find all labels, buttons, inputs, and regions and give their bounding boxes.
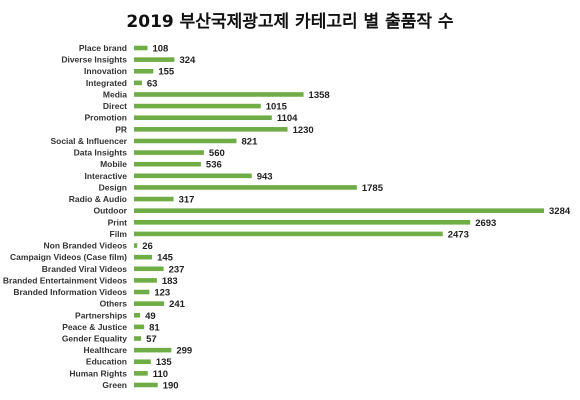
category-label: Data Insights (74, 148, 128, 158)
category-label: Integrated (86, 78, 127, 88)
bar (134, 266, 164, 272)
bar (134, 289, 150, 295)
category-label: Social & Influencer (50, 136, 127, 146)
category-label: Education (86, 357, 127, 367)
bar (134, 161, 201, 167)
value-label: 241 (169, 299, 186, 310)
category-label: Promotion (85, 113, 128, 123)
value-label: 57 (146, 334, 157, 345)
value-label: 2473 (448, 229, 469, 240)
bar (134, 301, 165, 306)
value-label: 1104 (277, 113, 298, 124)
category-label: Film (110, 229, 128, 239)
bar (134, 127, 288, 132)
bar (134, 173, 252, 179)
bar (134, 208, 544, 213)
bar (134, 115, 272, 121)
bar (134, 92, 304, 97)
value-label: 110 (153, 369, 168, 380)
bar (134, 336, 142, 341)
bar (134, 278, 157, 283)
bar (134, 254, 153, 260)
bar (134, 382, 158, 388)
category-label: Branded Entertainment Videos (3, 275, 127, 285)
bar (134, 324, 145, 330)
value-label: 299 (176, 346, 192, 357)
value-label: 943 (257, 171, 273, 182)
value-label: 1015 (266, 102, 288, 113)
category-label: Innovation (84, 66, 127, 76)
value-label: 324 (179, 55, 196, 66)
bar (134, 150, 204, 155)
bar (134, 185, 357, 190)
value-label: 560 (209, 148, 225, 159)
category-label: Others (100, 299, 128, 309)
category-label: Green (102, 380, 127, 390)
category-label: Peace & Justice (62, 322, 127, 332)
bar (134, 243, 138, 248)
bar (134, 312, 141, 318)
value-label: 1358 (309, 90, 330, 101)
value-label: 26 (142, 241, 153, 252)
category-label: Branded Information Videos (13, 287, 127, 297)
value-label: 81 (149, 322, 160, 333)
category-label: Human Rights (69, 368, 127, 378)
bar (134, 68, 154, 74)
category-label: Partnerships (75, 310, 127, 320)
category-label: Design (99, 182, 127, 192)
category-label: Gender Equality (62, 334, 127, 344)
category-label: Outdoor (93, 206, 127, 216)
value-label: 2693 (475, 218, 496, 229)
chart-title: 2019 부산국제광고제 카테고리 별 출품작 수 (126, 12, 454, 32)
bar (134, 231, 443, 237)
bars-layer: Place brand 108 Diverse Insights 324 Innovat… (3, 43, 571, 391)
bar (134, 103, 261, 109)
category-label: Campaign Videos (Case film) (10, 252, 127, 262)
value-label: 155 (158, 67, 175, 78)
category-label: Healthcare (84, 345, 128, 355)
bar (134, 57, 175, 62)
value-label: 536 (206, 160, 222, 171)
bar (134, 196, 174, 202)
value-label: 317 (179, 195, 195, 206)
bar (134, 371, 148, 376)
bar (134, 45, 148, 51)
value-label: 49 (145, 311, 156, 322)
value-label: 1785 (362, 183, 384, 194)
value-label: 237 (169, 264, 185, 275)
category-label: Diverse Insights (61, 55, 127, 65)
value-label: 1230 (293, 125, 314, 136)
value-label: 123 (154, 288, 170, 299)
value-label: 63 (147, 78, 158, 89)
value-label: 183 (162, 276, 178, 287)
category-label: Print (108, 217, 128, 227)
category-label: Branded Viral Videos (42, 264, 127, 274)
bar (134, 220, 471, 225)
value-label: 190 (163, 380, 179, 391)
category-label: PR (115, 124, 127, 134)
category-label: Non Branded Videos (44, 241, 128, 251)
value-label: 135 (156, 357, 173, 368)
value-label: 145 (157, 253, 174, 264)
value-label: 108 (152, 44, 168, 55)
bar (134, 80, 142, 86)
category-label: Media (103, 89, 127, 99)
category-label: Radio & Audio (69, 194, 127, 204)
bar (134, 359, 151, 365)
bar (134, 347, 172, 353)
category-label: Mobile (100, 159, 127, 169)
value-label: 3284 (549, 206, 571, 217)
category-label: Direct (103, 101, 127, 111)
category-label: Interactive (84, 171, 127, 181)
category-label: Place brand (79, 43, 127, 53)
bar (134, 138, 237, 144)
value-label: 821 (242, 136, 259, 147)
